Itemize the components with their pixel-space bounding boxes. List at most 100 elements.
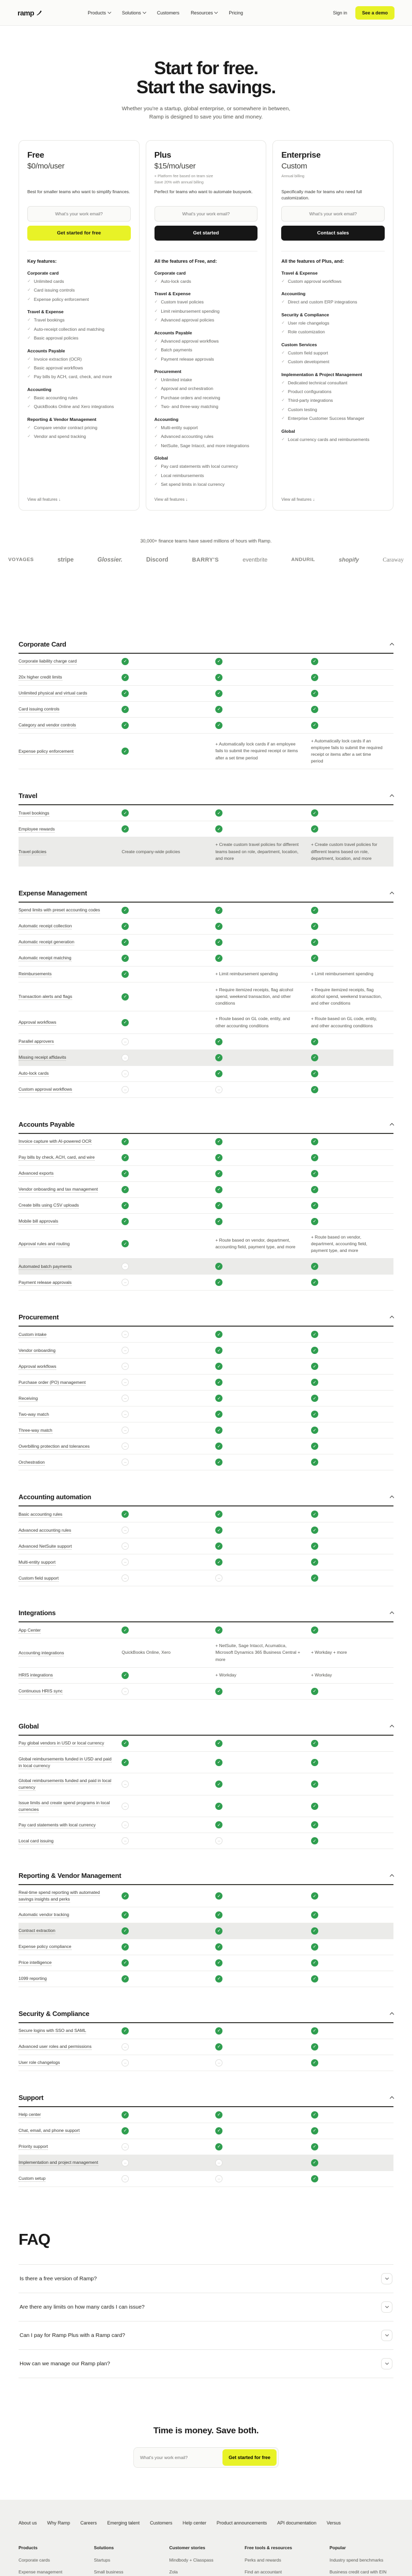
feature-label-text[interactable]: Local card issuing — [19, 1838, 54, 1844]
feature-label-text[interactable]: Auto-lock cards — [19, 1071, 49, 1077]
feature-label-text[interactable]: Expense policy compliance — [19, 1944, 72, 1951]
feature-label-text[interactable]: Secure logins with SSO and SAML — [19, 2028, 87, 2035]
feature-label-text[interactable]: Purchase order (PO) management — [19, 1379, 86, 1386]
table-section-header[interactable]: Procurement — [19, 1313, 394, 1327]
feature-label-text[interactable]: Overbilling protection and tolerances — [19, 1443, 90, 1450]
faq-expand-button[interactable] — [381, 2329, 392, 2341]
table-section-header[interactable]: Accounts Payable — [19, 1121, 394, 1134]
footer-link-perks-and-rewards[interactable]: Perks and rewards — [244, 2557, 281, 2563]
feature-label-text[interactable]: Vendor onboarding — [19, 1347, 56, 1354]
table-section-header[interactable]: Support — [19, 2094, 394, 2107]
feature-label-text[interactable]: Invoice capture with AI-powered OCR — [19, 1139, 92, 1145]
feature-label-text[interactable]: Travel bookings — [19, 810, 49, 817]
cta-get-started-button[interactable]: Get started for free — [222, 2449, 277, 2466]
footer-link-business-credit-card-with-ein[interactable]: Business credit card with EIN — [329, 2569, 387, 2575]
footer-top-link-help-center[interactable]: Help center — [182, 2520, 207, 2526]
feature-label-text[interactable]: Spend limits with preset accounting code… — [19, 907, 100, 914]
feature-label-text[interactable]: Basic accounting rules — [19, 1511, 63, 1518]
feature-label-text[interactable]: Automatic receipt collection — [19, 923, 72, 930]
feature-label-text[interactable]: Priority support — [19, 2144, 48, 2150]
table-section-header[interactable]: Corporate Card — [19, 640, 394, 654]
nav-item-products[interactable]: Products — [88, 10, 111, 15]
table-section-header[interactable]: Integrations — [19, 1609, 394, 1623]
view-all-features-link[interactable]: View all features ↓ — [154, 497, 188, 502]
feature-label-text[interactable]: Contract extraction — [19, 1928, 56, 1935]
feature-label-text[interactable]: Card issuing controls — [19, 706, 60, 713]
plan-email-input[interactable] — [154, 206, 258, 222]
feature-label-text[interactable]: Employee rewards — [19, 826, 55, 833]
footer-top-link-versus[interactable]: Versus — [327, 2520, 341, 2526]
footer-link-small-business[interactable]: Small business — [94, 2569, 124, 2575]
faq-item[interactable]: Can I pay for Ramp Plus with a Ramp card… — [19, 2320, 393, 2349]
footer-top-link-customers[interactable]: Customers — [150, 2520, 173, 2526]
feature-label-text[interactable]: Automatic receipt generation — [19, 939, 75, 946]
footer-link-corporate-cards[interactable]: Corporate cards — [19, 2557, 50, 2563]
feature-label-text[interactable]: Payment release approvals — [19, 1279, 72, 1286]
footer-link-mindbody-classpass[interactable]: Mindbody + Classpass — [169, 2557, 214, 2563]
feature-label-text[interactable]: Global reimbursements funded and paid in… — [19, 1778, 112, 1791]
ramp-logo[interactable]: ramp — [18, 9, 42, 17]
feature-label-text[interactable]: Custom field support — [19, 1575, 59, 1582]
feature-label-text[interactable]: Parallel approvers — [19, 1039, 54, 1045]
feature-label-text[interactable]: Automatic vendor tracking — [19, 1912, 70, 1919]
feature-label-text[interactable]: Advanced accounting rules — [19, 1527, 72, 1534]
table-section-header[interactable]: Expense Management — [19, 889, 394, 903]
nav-item-solutions[interactable]: Solutions — [122, 10, 146, 15]
feature-label-text[interactable]: Advanced user roles and permissions — [19, 2044, 92, 2050]
plan-cta-button[interactable]: Contact sales — [281, 225, 385, 241]
feature-label-text[interactable]: Automatic receipt matching — [19, 955, 72, 962]
feature-label-text[interactable]: 1099 reporting — [19, 1976, 47, 1982]
feature-label-text[interactable]: Chat, email, and phone support — [19, 2128, 80, 2134]
feature-label-text[interactable]: Mobile bill approvals — [19, 1218, 59, 1225]
feature-label-text[interactable]: Custom intake — [19, 1331, 47, 1338]
feature-label-text[interactable]: Multi-entity support — [19, 1559, 56, 1566]
footer-top-link-careers[interactable]: Careers — [80, 2520, 97, 2526]
feature-label-text[interactable]: Custom setup — [19, 2176, 46, 2182]
footer-top-link-emerging-talent[interactable]: Emerging talent — [107, 2520, 140, 2526]
feature-label-text[interactable]: Travel policies — [19, 849, 47, 855]
feature-label-text[interactable]: Pay bills by check, ACH, card, and wire — [19, 1155, 95, 1161]
footer-link-startups[interactable]: Startups — [94, 2557, 110, 2563]
feature-label-text[interactable]: Pay card statements with local currency — [19, 1822, 96, 1828]
feature-label-text[interactable]: Create bills using CSV uploads — [19, 1202, 79, 1209]
faq-expand-button[interactable] — [381, 2358, 392, 2369]
feature-label-text[interactable]: Accounting integrations — [19, 1650, 64, 1656]
faq-item[interactable]: Is there a free version of Ramp? — [19, 2264, 393, 2293]
footer-link-find-an-accountant[interactable]: Find an accountant — [244, 2569, 282, 2575]
feature-label-text[interactable]: Approval workflows — [19, 1020, 57, 1026]
feature-label-text[interactable]: Continuous HRIS sync — [19, 1688, 63, 1695]
plan-cta-button[interactable]: Get started — [154, 225, 258, 241]
see-a-demo-button[interactable]: See a demo — [355, 6, 394, 20]
footer-top-link-api-documentation[interactable]: API documentation — [277, 2520, 317, 2526]
feature-label-text[interactable]: Reimbursements — [19, 971, 52, 978]
faq-expand-button[interactable] — [381, 2301, 392, 2313]
feature-label-text[interactable]: Pay global vendors in USD or local curre… — [19, 1740, 105, 1747]
faq-item[interactable]: How can we manage our Ramp plan? — [19, 2349, 393, 2378]
footer-link-expense-management[interactable]: Expense management — [19, 2569, 63, 2575]
feature-label-text[interactable]: Three-way match — [19, 1427, 53, 1434]
feature-label-text[interactable]: HRIS integrations — [19, 1672, 53, 1679]
faq-item[interactable]: Are there any limits on how many cards I… — [19, 2292, 393, 2321]
feature-label-text[interactable]: Advanced NetSuite support — [19, 1543, 72, 1550]
feature-label-text[interactable]: Real-time spend reporting with automated… — [19, 1890, 100, 1903]
nav-item-pricing[interactable]: Pricing — [229, 10, 243, 15]
feature-label-text[interactable]: 20x higher credit limits — [19, 674, 62, 681]
feature-label-text[interactable]: Price intelligence — [19, 1960, 52, 1967]
feature-label-text[interactable]: Missing receipt affidavits — [19, 1055, 66, 1061]
feature-label-text[interactable]: Category and vendor controls — [19, 722, 76, 729]
feature-label-text[interactable]: Implementation and project management — [19, 2160, 98, 2166]
nav-item-customers[interactable]: Customers — [157, 10, 180, 15]
plan-cta-button[interactable]: Get started for free — [27, 225, 131, 241]
feature-label-text[interactable]: Two-way match — [19, 1411, 49, 1418]
feature-label-text[interactable]: Unlimited physical and virtual cards — [19, 690, 88, 697]
feature-label-text[interactable]: Orchestration — [19, 1459, 45, 1466]
nav-item-resources[interactable]: Resources — [191, 10, 218, 15]
feature-label-text[interactable]: Custom approval workflows — [19, 1087, 72, 1093]
feature-label-text[interactable]: User role changelogs — [19, 2060, 60, 2066]
table-section-header[interactable]: Global — [19, 1722, 394, 1736]
plan-email-input[interactable] — [281, 206, 385, 222]
table-section-header[interactable]: Travel — [19, 792, 394, 806]
feature-label-text[interactable]: App Center — [19, 1627, 41, 1634]
feature-label-text[interactable]: Advanced exports — [19, 1171, 54, 1177]
feature-label-text[interactable]: Issue limits and create spend programs i… — [19, 1800, 110, 1813]
